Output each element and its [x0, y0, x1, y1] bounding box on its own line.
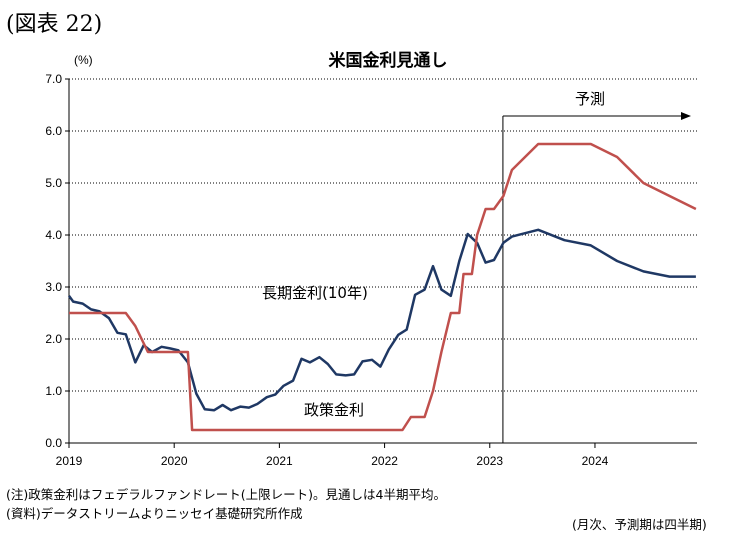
forecast-arrow-head [681, 112, 691, 120]
x-tick-label: 2022 [371, 454, 398, 468]
series-label-policy: 政策金利 [304, 401, 364, 419]
chart-title: 米国金利見通し [329, 50, 448, 71]
y-tick-label: 4.0 [45, 228, 62, 242]
y-tick-label: 3.0 [45, 280, 62, 294]
note-source: (資料)データストリームよりニッセイ基礎研究所作成 [6, 506, 303, 521]
note-footnote: (注)政策金利はフェデラルファンドレート(上限レート)。見通しは4半期平均。 [6, 487, 446, 502]
forecast-label: 予測 [575, 90, 605, 108]
series-label-10y: 長期金利(10年) [262, 284, 368, 302]
y-tick-label: 6.0 [45, 124, 62, 138]
series-line-policy [69, 142, 697, 432]
figure-label: (図表 22) [6, 12, 103, 37]
x-tick-label: 2024 [582, 454, 609, 468]
axes: 0.0 1.0 2.0 3.0 4.0 5.0 6.0 7.0 2019 2020 2021 2022… [45, 72, 697, 468]
forecast-marker: 予測 [502, 90, 691, 443]
y-tick-label: 0.0 [45, 436, 62, 450]
x-tick-label: 2023 [476, 454, 503, 468]
y-tick-label: 1.0 [45, 384, 62, 398]
series-lines [67, 142, 697, 432]
y-tick-label: 5.0 [45, 176, 62, 190]
grid-lines [69, 78, 697, 392]
x-tick-label: 2021 [266, 454, 293, 468]
series-line-10y [67, 228, 696, 412]
note-frequency: (月次、予測期は四半期) [572, 517, 707, 532]
y-tick-label: 7.0 [45, 72, 62, 86]
x-tick-label: 2019 [56, 454, 83, 468]
y-tick-label: 2.0 [45, 332, 62, 346]
y-axis-unit: (%) [74, 53, 93, 67]
x-tick-label: 2020 [161, 454, 188, 468]
